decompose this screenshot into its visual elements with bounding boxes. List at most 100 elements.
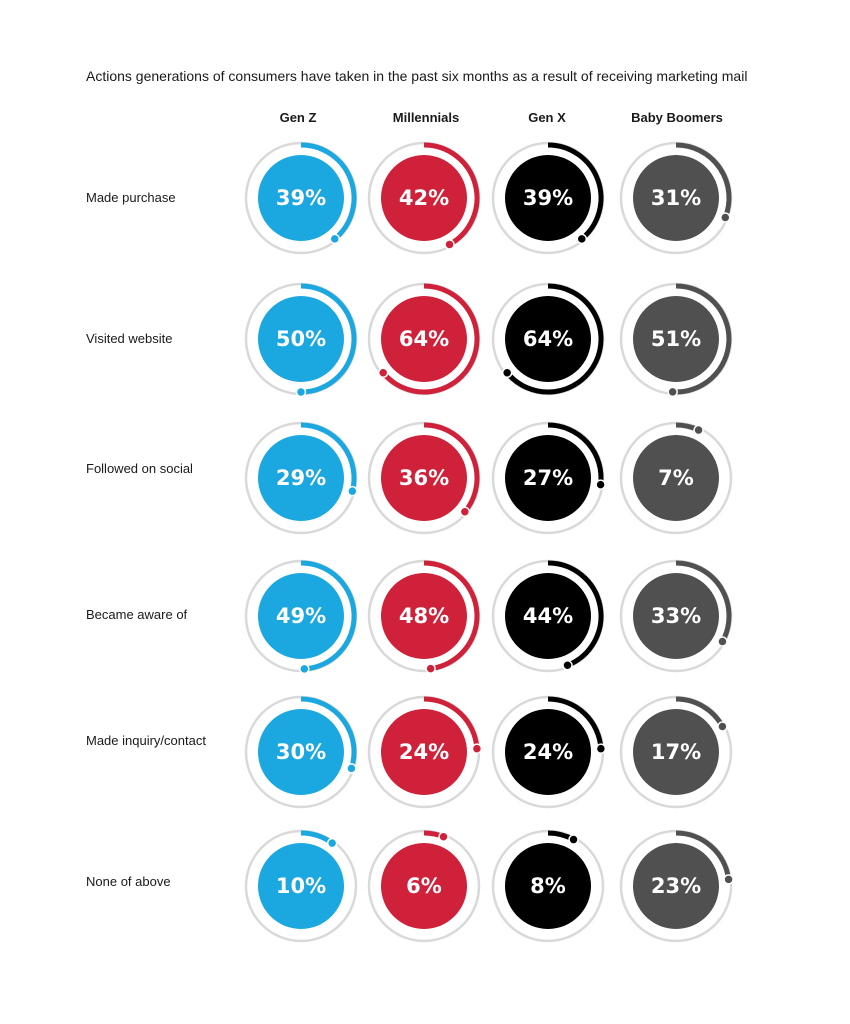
progress-end-dot-followed-on-social-baby-boomers bbox=[693, 424, 704, 436]
value-disc-visited-website-gen-x bbox=[505, 296, 591, 382]
progress-end-dot-visited-website-gen-x bbox=[501, 367, 513, 379]
progress-end-dot-became-aware-of-gen-z bbox=[299, 663, 310, 675]
value-label-became-aware-of-gen-z: 49% bbox=[276, 604, 326, 628]
value-disc-followed-on-social-gen-x bbox=[505, 435, 591, 521]
progress-end-dot-made-inquiry-contact-gen-z bbox=[346, 763, 357, 774]
progress-end-dot-followed-on-social-millennials bbox=[459, 506, 471, 518]
value-label-became-aware-of-gen-x: 44% bbox=[523, 604, 573, 628]
progress-end-dot-none-of-above-gen-z bbox=[326, 837, 338, 849]
value-label-visited-website-millennials: 64% bbox=[399, 327, 449, 351]
value-disc-none-of-above-gen-z bbox=[258, 843, 344, 929]
progress-arc-became-aware-of-gen-z bbox=[300, 560, 357, 672]
progress-end-dot-none-of-above-gen-x bbox=[568, 834, 579, 845]
progress-end-dot-made-purchase-gen-x bbox=[576, 233, 588, 245]
track-ring-none-of-above-gen-x bbox=[491, 829, 605, 943]
progress-end-dot-became-aware-of-millennials bbox=[425, 663, 436, 674]
value-label-none-of-above-gen-x: 8% bbox=[530, 874, 566, 898]
column-header-baby-boomers: Baby Boomers bbox=[631, 110, 723, 125]
value-label-became-aware-of-baby-boomers: 33% bbox=[651, 604, 701, 628]
value-label-visited-website-baby-boomers: 51% bbox=[651, 327, 701, 351]
progress-end-dot-made-inquiry-contact-gen-x bbox=[595, 743, 607, 754]
progress-end-dot-made-inquiry-contact-millennials bbox=[471, 743, 483, 754]
value-disc-made-purchase-gen-x bbox=[505, 155, 591, 241]
value-label-followed-on-social-baby-boomers: 7% bbox=[658, 466, 694, 490]
progress-end-dot-none-of-above-baby-boomers bbox=[723, 874, 734, 885]
progress-arc-none-of-above-baby-boomers bbox=[675, 830, 732, 880]
progress-arc-made-inquiry-contact-gen-z bbox=[300, 696, 357, 770]
progress-arc-made-purchase-gen-z bbox=[300, 142, 357, 241]
row-label-none-of-above: None of above bbox=[86, 874, 171, 889]
row-label-visited-website: Visited website bbox=[86, 331, 173, 346]
value-disc-followed-on-social-gen-z bbox=[258, 435, 344, 521]
value-disc-followed-on-social-millennials bbox=[381, 435, 467, 521]
progress-arc-visited-website-millennials bbox=[381, 283, 480, 395]
progress-arc-became-aware-of-baby-boomers bbox=[675, 560, 732, 643]
progress-end-dot-none-of-above-millennials bbox=[438, 831, 449, 842]
value-disc-none-of-above-gen-x bbox=[505, 843, 591, 929]
progress-end-dot-visited-website-baby-boomers bbox=[667, 386, 678, 398]
progress-arc-made-inquiry-contact-millennials bbox=[423, 696, 480, 749]
progress-arc-became-aware-of-gen-x bbox=[547, 560, 604, 668]
value-disc-visited-website-baby-boomers bbox=[633, 296, 719, 382]
progress-end-dot-visited-website-gen-z bbox=[295, 386, 307, 398]
value-label-became-aware-of-millennials: 48% bbox=[399, 604, 449, 628]
progress-arc-made-inquiry-contact-baby-boomers bbox=[675, 696, 725, 728]
progress-arc-made-inquiry-contact-gen-x bbox=[547, 696, 604, 749]
row-label-followed-on-social: Followed on social bbox=[86, 461, 193, 476]
value-disc-made-inquiry-contact-gen-x bbox=[505, 709, 591, 795]
progress-end-dot-made-purchase-millennials bbox=[444, 239, 455, 250]
value-label-made-purchase-gen-z: 39% bbox=[276, 186, 326, 210]
value-label-followed-on-social-gen-z: 29% bbox=[276, 466, 326, 490]
track-ring-made-inquiry-contact-baby-boomers bbox=[619, 695, 733, 809]
row-label-made-purchase: Made purchase bbox=[86, 190, 176, 205]
value-label-made-purchase-baby-boomers: 31% bbox=[651, 186, 701, 210]
value-disc-followed-on-social-baby-boomers bbox=[633, 435, 719, 521]
progress-end-dot-became-aware-of-baby-boomers bbox=[717, 636, 728, 647]
value-label-none-of-above-baby-boomers: 23% bbox=[651, 874, 701, 898]
progress-arc-followed-on-social-gen-x bbox=[547, 422, 604, 485]
row-label-made-inquiry-contact: Made inquiry/contact bbox=[86, 733, 206, 748]
value-label-made-inquiry-contact-gen-z: 30% bbox=[276, 740, 326, 764]
progress-end-dot-made-purchase-baby-boomers bbox=[720, 212, 731, 223]
value-disc-visited-website-gen-z bbox=[258, 296, 344, 382]
row-label-became-aware-of: Became aware of bbox=[86, 607, 188, 622]
progress-end-dot-made-inquiry-contact-baby-boomers bbox=[717, 721, 728, 732]
value-label-visited-website-gen-z: 50% bbox=[276, 327, 326, 351]
value-disc-none-of-above-baby-boomers bbox=[633, 843, 719, 929]
progress-arc-made-purchase-gen-x bbox=[547, 142, 604, 241]
value-disc-made-purchase-baby-boomers bbox=[633, 155, 719, 241]
value-disc-became-aware-of-millennials bbox=[381, 573, 467, 659]
value-disc-became-aware-of-gen-x bbox=[505, 573, 591, 659]
column-header-gen-z: Gen Z bbox=[279, 110, 317, 125]
progress-arc-visited-website-baby-boomers bbox=[672, 283, 732, 395]
progress-end-dot-followed-on-social-gen-x bbox=[595, 479, 606, 490]
value-label-none-of-above-millennials: 6% bbox=[406, 874, 442, 898]
value-disc-made-inquiry-contact-millennials bbox=[381, 709, 467, 795]
progress-end-dot-followed-on-social-gen-z bbox=[347, 485, 358, 497]
value-label-visited-website-gen-x: 64% bbox=[523, 327, 573, 351]
progress-arc-visited-website-gen-x bbox=[505, 283, 604, 395]
column-header-millennials: Millennials bbox=[392, 110, 460, 125]
progress-end-dot-became-aware-of-gen-x bbox=[562, 660, 573, 671]
value-label-made-purchase-gen-x: 39% bbox=[523, 186, 573, 210]
progress-arc-followed-on-social-gen-z bbox=[300, 422, 357, 492]
value-disc-made-purchase-millennials bbox=[381, 155, 467, 241]
progress-end-dot-visited-website-millennials bbox=[377, 367, 389, 379]
progress-arc-visited-website-gen-z bbox=[300, 283, 357, 395]
value-label-made-inquiry-contact-gen-x: 24% bbox=[523, 740, 573, 764]
value-disc-became-aware-of-baby-boomers bbox=[633, 573, 719, 659]
chart-title: Actions generations of consumers have ta… bbox=[86, 68, 748, 84]
track-ring-none-of-above-baby-boomers bbox=[619, 829, 733, 943]
value-label-made-purchase-millennials: 42% bbox=[399, 186, 449, 210]
value-label-made-inquiry-contact-millennials: 24% bbox=[399, 740, 449, 764]
column-header-gen-x: Gen X bbox=[528, 110, 566, 125]
progress-arc-followed-on-social-millennials bbox=[423, 422, 480, 514]
value-label-made-inquiry-contact-baby-boomers: 17% bbox=[651, 740, 701, 764]
progress-arc-made-purchase-baby-boomers bbox=[675, 142, 732, 219]
value-label-followed-on-social-gen-x: 27% bbox=[523, 466, 573, 490]
value-disc-made-purchase-gen-z bbox=[258, 155, 344, 241]
progress-arc-became-aware-of-millennials bbox=[423, 560, 480, 672]
value-disc-made-inquiry-contact-gen-z bbox=[258, 709, 344, 795]
value-disc-none-of-above-millennials bbox=[381, 843, 467, 929]
